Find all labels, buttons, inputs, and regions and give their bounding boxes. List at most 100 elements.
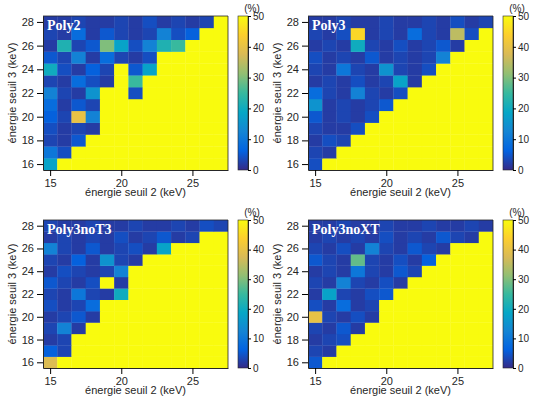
cell: [71, 243, 86, 255]
cell: [408, 75, 423, 87]
colorbar-tick-label: 40: [518, 244, 530, 255]
cell: [143, 288, 158, 300]
cell: [100, 146, 115, 158]
cell: [322, 63, 337, 75]
cell: [171, 63, 186, 75]
cell: [408, 288, 423, 300]
cell: [57, 311, 72, 323]
cell: [465, 87, 480, 99]
cell: [114, 87, 129, 99]
cell: [450, 300, 465, 312]
y-tick-mark: [302, 22, 308, 23]
cell: [114, 111, 129, 123]
colorbar: [238, 220, 248, 368]
cell: [86, 146, 101, 158]
cell: [436, 16, 451, 28]
cell: [86, 63, 101, 75]
cell: [436, 220, 451, 232]
cell: [100, 87, 115, 99]
cell: [379, 220, 394, 232]
y-tick-label: 24: [22, 63, 34, 75]
cell: [100, 40, 115, 52]
cell: [336, 75, 351, 87]
cell: [185, 243, 200, 255]
x-tick: 15: [309, 170, 321, 189]
figure: 15202516182022242628énergie seuil 2 (keV…: [0, 0, 538, 402]
cell: [185, 63, 200, 75]
y-axis-title: énergie seuil 3 (keV): [6, 43, 18, 144]
cell: [393, 322, 408, 334]
y-tick-label: 24: [287, 63, 299, 75]
cell: [43, 266, 58, 278]
cell: [351, 99, 366, 111]
cell: [322, 87, 337, 99]
cell: [351, 243, 366, 255]
cell: [365, 16, 380, 28]
cell: [128, 75, 143, 87]
cell: [436, 300, 451, 312]
colorbar-label: (%): [509, 3, 525, 14]
cell: [214, 52, 228, 64]
cell: [336, 277, 351, 289]
y-tick-mark: [37, 46, 43, 47]
cell: [322, 334, 337, 346]
cell: [114, 322, 129, 334]
cell: [100, 75, 115, 87]
y-tick-mark: [37, 117, 43, 118]
colorbar-tick-label: 10: [253, 333, 265, 344]
cell: [128, 288, 143, 300]
cell: [71, 300, 86, 312]
cell: [128, 266, 143, 278]
cell: [71, 146, 86, 158]
cell: [128, 334, 143, 346]
cell: [379, 134, 394, 146]
colorbar: [503, 220, 513, 368]
cell: [100, 300, 115, 312]
cell: [365, 158, 380, 170]
cell: [422, 288, 437, 300]
cell: [408, 254, 423, 266]
cell: [100, 345, 115, 357]
x-tick: 15: [44, 170, 56, 189]
cell: [43, 277, 58, 289]
cell: [86, 243, 101, 255]
cell: [308, 345, 323, 357]
y-tick: 18: [22, 334, 43, 346]
cell: [128, 311, 143, 323]
cell: [114, 40, 129, 52]
y-tick: 24: [22, 265, 43, 277]
cell: [393, 231, 408, 243]
cell: [100, 357, 115, 368]
cell: [200, 311, 215, 323]
y-tick-label: 18: [287, 334, 299, 346]
cell: [86, 277, 101, 289]
colorbar-axis: 01020304050: [513, 215, 530, 374]
cell: [393, 75, 408, 87]
cell: [57, 277, 72, 289]
colorbar-tick-mark: [248, 279, 251, 280]
y-tick: 28: [287, 16, 308, 28]
cell: [450, 16, 465, 28]
cell: [114, 63, 129, 75]
cell: [365, 87, 380, 99]
cell: [422, 146, 437, 158]
y-tick-label: 20: [287, 311, 299, 323]
cell: [143, 158, 158, 170]
cell: [479, 345, 493, 357]
x-tick-mark: [121, 368, 122, 374]
cell: [128, 158, 143, 170]
cell: [128, 16, 143, 28]
x-axis-line: [44, 368, 229, 369]
cell: [408, 16, 423, 28]
cell: [408, 52, 423, 64]
x-axis-title: énergie seuil 2 (keV): [350, 384, 451, 396]
y-axis-line: [43, 17, 44, 171]
cell: [200, 254, 215, 266]
colorbar-tick-mark: [513, 108, 516, 109]
cell: [336, 158, 351, 170]
cell: [465, 311, 480, 323]
cell: [100, 311, 115, 323]
cell: [308, 334, 323, 346]
cell: [308, 300, 323, 312]
colorbar-tick: 0: [248, 363, 259, 374]
